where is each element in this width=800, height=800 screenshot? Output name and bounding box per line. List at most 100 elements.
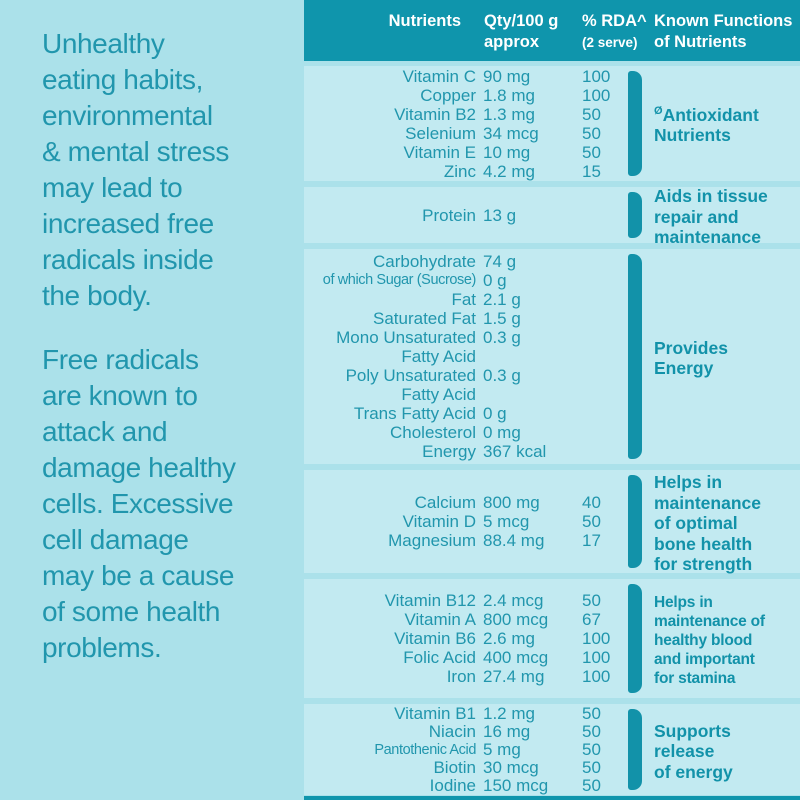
nutrient-qty: 2.6 mg: [483, 629, 535, 648]
nutrient-rda: 15: [582, 161, 601, 181]
nutrient-qty: 90 mg: [483, 66, 531, 86]
header-rda-line2: (2 serve): [582, 35, 638, 50]
nutrient-name: Zinc: [443, 161, 476, 181]
nutrient-group: Calcium 800 mg 40 Vitamin D 5 mcg 50 Mag…: [304, 470, 800, 575]
table-header: Nutrients Qty/100 g approx % RDA^ (2 ser…: [304, 0, 800, 61]
function-label: Provides Energy: [654, 334, 728, 379]
function-label: ØAntioxidant Nutrients: [654, 101, 759, 146]
nutrient-name: Vitamin C: [402, 66, 476, 86]
table-row: Poly Unsaturated Fatty Acid 0.3 g: [304, 366, 627, 404]
nutrient-qty: 2.1 g: [483, 290, 521, 309]
nutrient-group: Vitamin B12 2.4 mcg 50 Vitamin A 800 mcg…: [304, 579, 800, 698]
nutrient-name: Folic Acid: [403, 648, 476, 667]
nutrient-name: Energy: [422, 442, 476, 461]
table-row: Iodine 150 mcg 50: [304, 775, 627, 795]
function-text: Supports release of energy: [654, 720, 733, 782]
nutrient-qty: 5 mg: [483, 739, 521, 759]
group-function: Supports release of energy: [654, 704, 796, 795]
group-bracket: [628, 254, 642, 459]
group-rows: Vitamin B1 1.2 mg 50 Niacin 16 mg 50 Pan…: [304, 704, 627, 795]
header-nutrients: Nutrients: [388, 12, 461, 30]
nutrient-rda: 50: [582, 591, 601, 610]
group-bracket: [628, 475, 642, 568]
function-label: Supports release of energy: [654, 717, 733, 782]
nutrient-name: Vitamin B12: [384, 591, 476, 610]
nutrient-name: Vitamin B2: [394, 104, 476, 124]
group-rows: Vitamin C 90 mg 100 Copper 1.8 mg 100 Vi…: [304, 66, 627, 181]
nutrient-rda: 100: [582, 629, 611, 648]
nutrient-rda: 67: [582, 610, 601, 629]
group-bracket: [628, 192, 642, 238]
nutrient-name: Saturated Fat: [372, 309, 476, 328]
table-row: Vitamin B2 1.3 mg 50: [304, 105, 627, 124]
table-row: Vitamin D 5 mcg 50: [304, 512, 627, 531]
function-label: Aids in tissue repair and maintenance: [654, 182, 768, 247]
group-rows: Protein 13 g: [304, 187, 627, 243]
nutrient-qty: 88.4 mg: [483, 531, 545, 550]
table-row: Vitamin C 90 mg 100: [304, 67, 627, 86]
bottom-strip: [304, 796, 800, 800]
nutrient-qty: 367 kcal: [483, 442, 547, 461]
group-rows: Vitamin B12 2.4 mcg 50 Vitamin A 800 mcg…: [304, 579, 627, 698]
group-function: Helps in maintenance of healthy blood an…: [654, 579, 796, 698]
group-rows: Calcium 800 mg 40 Vitamin D 5 mcg 50 Mag…: [304, 470, 627, 573]
group-function: Provides Energy: [654, 249, 796, 464]
table-row: Fat 2.1 g: [304, 290, 627, 309]
table-row: Vitamin E 10 mg 50: [304, 143, 627, 162]
intro-panel: Unhealthy eating habits, environmental &…: [42, 26, 308, 694]
nutrient-qty: 10 mg: [483, 142, 531, 162]
function-text: Aids in tissue repair and maintenance: [654, 186, 768, 248]
nutrient-qty: 16 mg: [483, 721, 531, 741]
table-row: Carbohydrate 74 g: [304, 252, 627, 271]
nutrient-rda: 50: [582, 739, 601, 759]
nutrient-name: Iron: [446, 667, 476, 686]
nutrient-rda: 100: [582, 66, 611, 86]
function-text: Provides Energy: [654, 337, 728, 379]
table-row: Selenium 34 mcg 50: [304, 124, 627, 143]
table-row: Iron 27.4 mg 100: [304, 667, 627, 686]
nutrient-qty: 4.2 mg: [483, 161, 535, 181]
table-row: Calcium 800 mg 40: [304, 493, 627, 512]
nutrient-qty: 0 g: [483, 271, 507, 290]
header-known-functions: Known Functions of Nutrients: [654, 12, 793, 51]
header-qty: Qty/100 g approx: [484, 12, 559, 51]
nutrient-group: Vitamin B1 1.2 mg 50 Niacin 16 mg 50 Pan…: [304, 704, 800, 795]
nutrient-qty: 2.4 mcg: [483, 591, 544, 610]
table-row: Protein 13 g: [304, 206, 627, 225]
intro-paragraph-1: Unhealthy eating habits, environmental &…: [42, 28, 229, 311]
nutrient-group: Vitamin C 90 mg 100 Copper 1.8 mg 100 Vi…: [304, 66, 800, 181]
nutrient-name: Niacin: [428, 721, 476, 741]
table-row: Pantothenic Acid 5 mg 50: [304, 739, 627, 759]
nutrient-rda: 50: [582, 703, 601, 723]
nutrient-name: of which Sugar (Sucrose): [322, 272, 477, 288]
table-row: Vitamin A 800 mcg 67: [304, 610, 627, 629]
group-bracket: [628, 584, 642, 693]
nutrient-group: Carbohydrate 74 g of which Sugar (Sucros…: [304, 249, 800, 464]
table-row: Magnesium 88.4 mg 17: [304, 531, 627, 550]
function-text: Helps in maintenance of healthy blood an…: [654, 594, 765, 688]
nutrient-qty: 1.8 mg: [483, 85, 535, 105]
nutrition-table: Nutrients Qty/100 g approx % RDA^ (2 ser…: [304, 0, 800, 800]
nutrient-qty: 74 g: [483, 252, 517, 271]
table-row: Mono Unsaturated Fatty Acid 0.3 g: [304, 328, 627, 366]
nutrient-rda: 50: [582, 123, 601, 143]
header-rda-line1: % RDA^: [582, 12, 647, 30]
group-function: Aids in tissue repair and maintenance: [654, 186, 796, 247]
nutrient-qty: 30 mcg: [483, 757, 539, 777]
group-rows: Carbohydrate 74 g of which Sugar (Sucros…: [304, 249, 627, 464]
table-row: Cholesterol 0 mg: [304, 423, 627, 442]
nutrient-name: Pantothenic Acid: [374, 741, 476, 758]
nutrient-rda: 50: [582, 104, 601, 124]
nutrient-qty: 5 mcg: [483, 512, 530, 531]
nutrient-name: Iodine: [429, 775, 476, 795]
nutrient-name: Vitamin D: [402, 512, 476, 531]
nutrient-name: Vitamin B6: [394, 629, 476, 648]
nutrient-qty: 0.3 g: [483, 366, 521, 385]
table-row: Niacin 16 mg 50: [304, 721, 627, 741]
nutrient-name: Cholesterol: [390, 423, 476, 442]
function-text: Helps in maintenance of optimal bone hea…: [654, 472, 761, 575]
nutrient-name: Trans Fatty Acid: [353, 404, 476, 423]
function-text: Antioxidant Nutrients: [654, 104, 759, 146]
nutrient-group: Protein 13 g Aids in tissue repair and m…: [304, 186, 800, 247]
